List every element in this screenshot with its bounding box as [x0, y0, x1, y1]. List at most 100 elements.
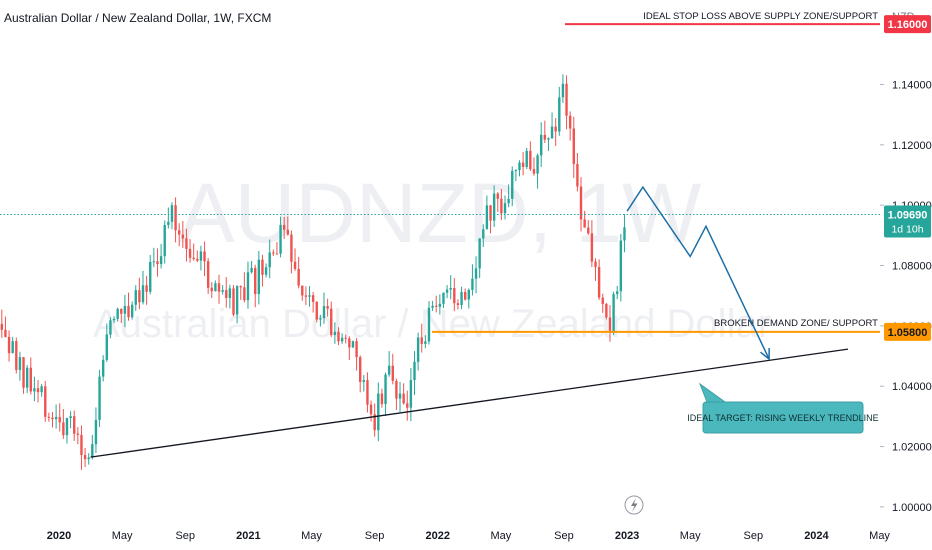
candle-body — [152, 261, 156, 263]
candle-body — [65, 418, 69, 436]
candle-body — [536, 155, 539, 174]
candle-body — [496, 193, 499, 199]
current-price-label: 1.09690 — [888, 210, 928, 222]
candle-body — [101, 359, 105, 377]
candle-body — [340, 337, 344, 342]
candle-body — [387, 365, 391, 375]
candle-body — [120, 308, 123, 314]
time-tick-label: 2021 — [236, 530, 260, 542]
callout-text: IDEAL TARGET: RISING WEEKLY TRENDLINE — [687, 413, 878, 423]
candle-body — [58, 416, 61, 423]
watermark-name: Australian Dollar / New Zealand Dollar — [93, 302, 771, 346]
lightning-icon-glyph — [631, 498, 638, 512]
candle-body — [605, 303, 608, 318]
candle-body — [196, 258, 199, 261]
candle-body — [330, 308, 333, 336]
candle-body — [391, 365, 394, 381]
demand-zone-price-tag[interactable] — [884, 322, 931, 341]
candle-body — [431, 305, 434, 308]
candle-body — [275, 253, 279, 255]
candle-body — [225, 290, 228, 298]
candle-body — [91, 444, 94, 458]
candle-body — [239, 286, 242, 288]
price-tick-label: 1.12000 — [892, 140, 932, 152]
candle-body — [116, 308, 119, 319]
candle-body — [463, 291, 467, 300]
price-tick-label: 1.00000 — [892, 502, 932, 514]
price-tick-label: 1.14000 — [892, 79, 932, 91]
candle-body — [449, 287, 452, 290]
candle-body — [73, 416, 76, 434]
candle-body — [174, 205, 177, 231]
candle-body — [420, 337, 423, 344]
candle-body — [554, 126, 557, 132]
current-price-tag[interactable] — [884, 205, 931, 238]
candle-body — [518, 162, 521, 171]
candle-body — [362, 380, 366, 382]
time-tick-label: Sep — [365, 530, 385, 542]
stop-loss-label: IDEAL STOP LOSS ABOVE SUPPLY ZONE/SUPPOR… — [643, 11, 878, 22]
callout-pointer — [698, 382, 727, 403]
candle-body — [492, 193, 496, 221]
candle-body — [127, 305, 130, 318]
candle-body — [514, 170, 518, 172]
candle-body — [304, 295, 308, 297]
candle-body — [301, 285, 304, 296]
candle-body — [601, 297, 604, 304]
candle-body — [109, 320, 112, 335]
callout-box[interactable] — [702, 401, 864, 434]
candle-body — [478, 238, 481, 269]
candle-body — [221, 290, 224, 292]
candle-body — [261, 259, 264, 275]
candle-body — [51, 417, 54, 420]
candle-body — [25, 367, 29, 388]
time-tick-label: Sep — [744, 530, 764, 542]
time-tick-label: May — [869, 530, 890, 542]
projection-path[interactable] — [626, 185, 770, 360]
stop-loss-price-tag[interactable] — [884, 15, 931, 34]
candle-body — [217, 283, 221, 292]
candle-body — [228, 288, 232, 298]
time-tick-label: May — [680, 530, 701, 542]
candle-body — [62, 422, 65, 436]
time-tick-label: 2024 — [804, 530, 829, 542]
candle-body — [178, 230, 181, 235]
candle-body — [572, 128, 575, 164]
candle-body — [54, 416, 58, 420]
candle-body — [22, 357, 25, 388]
candle-body — [489, 205, 492, 221]
candle-body — [112, 318, 116, 321]
candle-body — [130, 304, 134, 318]
candle-body — [4, 329, 7, 337]
candle-body — [380, 393, 384, 405]
candle-body — [290, 234, 293, 262]
candle-body — [268, 252, 271, 268]
candle-body — [568, 115, 572, 129]
candle-body — [138, 290, 141, 303]
candle-body — [69, 416, 72, 419]
rising-trendline[interactable] — [90, 348, 849, 458]
time-tick-label: 2020 — [47, 530, 71, 542]
time-tick-label: 2023 — [615, 530, 639, 542]
candle-body — [587, 227, 590, 234]
chart-title: Australian Dollar / New Zealand Dollar, … — [4, 11, 272, 25]
candle-body — [500, 198, 503, 214]
candle-body — [406, 403, 409, 408]
candle-body — [257, 259, 261, 295]
candle-body — [254, 267, 257, 295]
candle-body — [503, 203, 507, 214]
candle-body — [597, 267, 601, 298]
watermark-symbol: AUDNZD, 1W — [179, 166, 702, 260]
time-axis[interactable]: 2020 May Sep 2021 May Sep 2022 May Sep 2023 May Sep… — [47, 530, 891, 542]
candle-body — [159, 256, 163, 265]
candle-body — [167, 221, 170, 225]
candle-body — [561, 83, 565, 98]
candle-body — [402, 393, 405, 404]
candle-body — [47, 416, 51, 418]
price-axis[interactable]: 1.140001.120001.100001.080001.060001.040… — [880, 79, 932, 514]
price-tags: 1.16000 1.05800 1.09690 1d 10h — [884, 15, 931, 341]
candle-body — [395, 380, 398, 399]
candle-body — [594, 261, 597, 268]
candle-body — [33, 388, 36, 392]
